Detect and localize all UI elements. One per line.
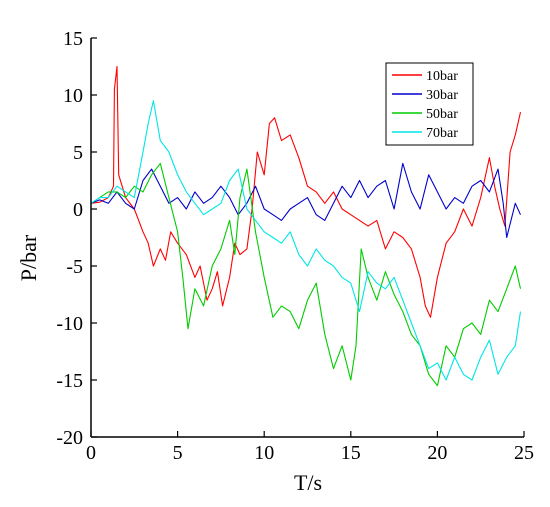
y-tick-label: 5 bbox=[73, 142, 83, 164]
x-tick-label: 5 bbox=[173, 442, 183, 464]
y-axis-title: P/bar bbox=[16, 234, 41, 281]
y-tick-label: -5 bbox=[66, 256, 83, 278]
y-tick-label: -15 bbox=[56, 370, 83, 392]
y-tick-label: 0 bbox=[73, 199, 83, 221]
y-tick-label: 15 bbox=[63, 28, 83, 50]
legend-label: 30bar bbox=[426, 88, 458, 103]
x-tick-label: 0 bbox=[86, 442, 96, 464]
series-line-10bar bbox=[90, 65, 522, 318]
y-tick-label: -10 bbox=[56, 313, 83, 335]
x-axis-title: T/s bbox=[294, 470, 322, 495]
series-layer bbox=[90, 65, 522, 387]
legend-label: 50bar bbox=[426, 107, 458, 122]
series-line-30bar bbox=[90, 162, 522, 239]
legend-label: 70bar bbox=[426, 126, 458, 141]
x-tick-label: 20 bbox=[427, 442, 447, 464]
series-line-50bar bbox=[90, 162, 522, 387]
series-line-70bar bbox=[90, 100, 522, 381]
legend-label: 10bar bbox=[426, 69, 458, 84]
axes-layer: 0 5 10 15 20 25 -20 -15 -10 -5 0 5 10 15 bbox=[56, 28, 534, 464]
legend: 10bar 30bar 50bar 70bar bbox=[385, 62, 474, 146]
y-tick-label: -20 bbox=[56, 427, 83, 449]
x-tick-label: 10 bbox=[254, 442, 274, 464]
x-tick-label: 15 bbox=[341, 442, 361, 464]
x-tick-label: 25 bbox=[514, 442, 534, 464]
y-tick-label: 10 bbox=[63, 85, 83, 107]
